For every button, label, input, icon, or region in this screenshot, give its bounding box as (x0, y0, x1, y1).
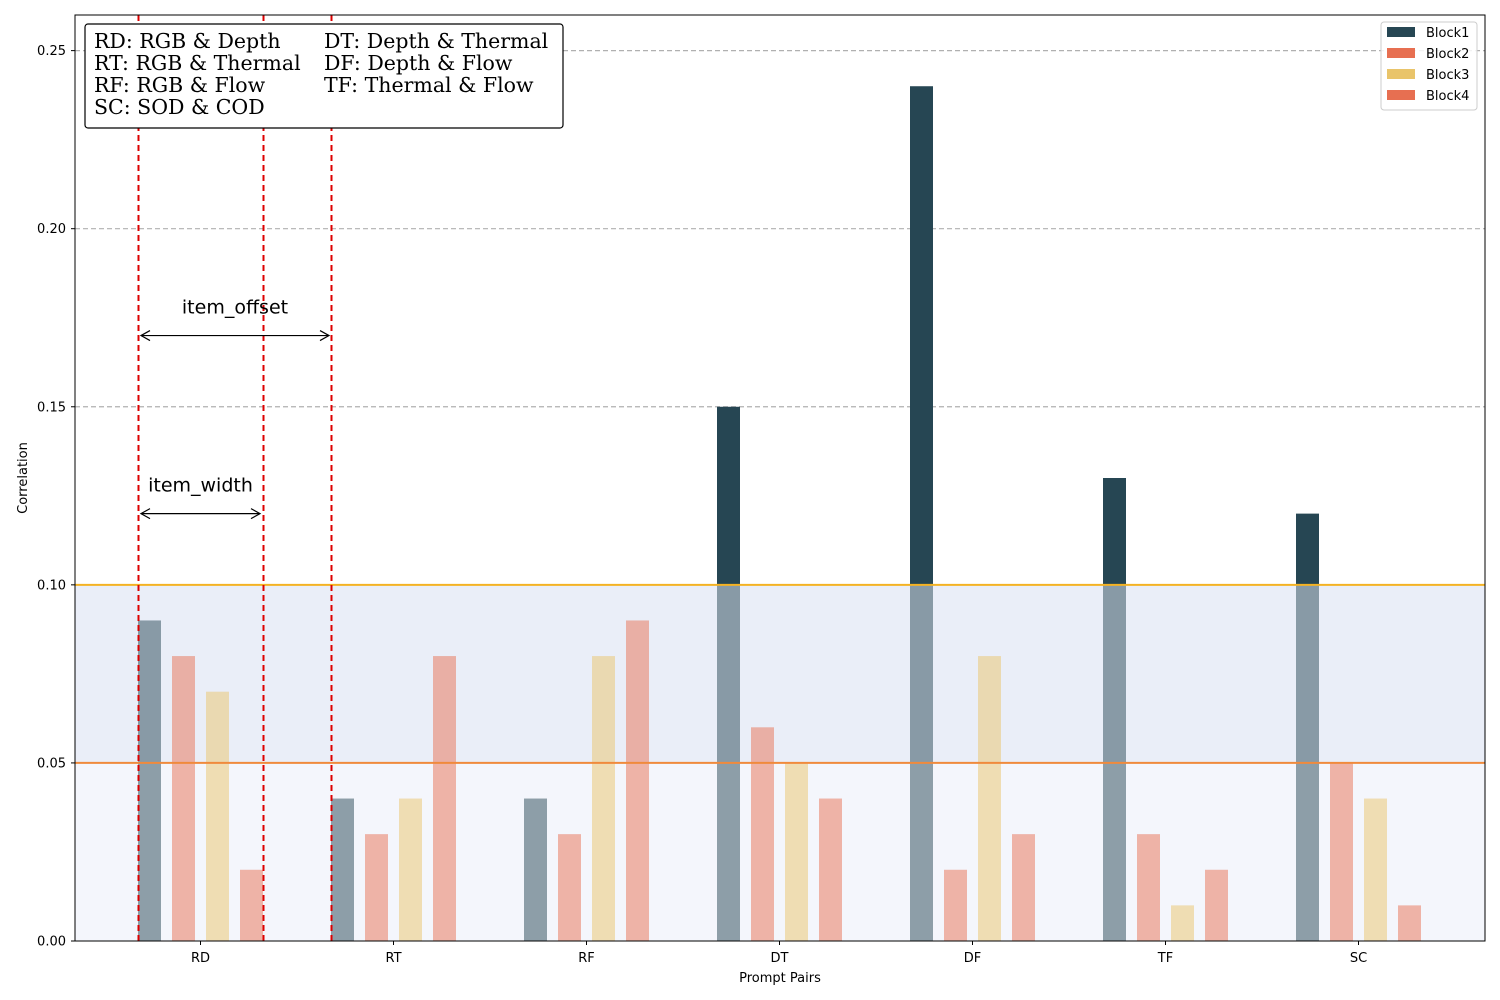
legend-label-block3: Block3 (1426, 68, 1469, 83)
abbreviation-item: TF: Thermal & Flow (324, 73, 534, 97)
legend-swatch-block3 (1387, 69, 1415, 79)
arrow-head-left (139, 508, 151, 520)
x-tick-label: SC (1350, 951, 1367, 966)
bar-block2-df (944, 869, 967, 941)
bar-block3-dt (785, 762, 808, 941)
annotation-label: item_offset (182, 297, 288, 319)
bar-top-block1-dt (717, 406, 740, 585)
annotation-item-width: item_width (139, 475, 262, 520)
x-tick-label: RF (578, 951, 595, 966)
abbreviation-item: DT: Depth & Thermal (324, 29, 548, 53)
annotation-label: item_width (148, 475, 253, 497)
bar-block2-rt (365, 834, 388, 941)
y-tick-label: 0.00 (37, 935, 66, 950)
bar-block1-rt (331, 798, 354, 941)
legend: Block1 Block2 Block3 Block4 (1380, 21, 1478, 111)
arrow-head-right (250, 508, 262, 520)
abbreviation-item: RD: RGB & Depth (94, 29, 281, 53)
arrow-head-left (139, 330, 151, 342)
annotation-item-offset: item_offset (139, 297, 331, 342)
bar-block4-sc (1398, 905, 1421, 941)
bar-block3-rt (399, 798, 422, 941)
bar-block4-rt (433, 656, 456, 941)
bar-block4-dt (819, 798, 842, 941)
abbreviation-item: RF: RGB & Flow (94, 73, 266, 97)
x-axis-label: Prompt Pairs (739, 971, 821, 986)
bar-block2-tf (1137, 834, 1160, 941)
abbreviation-box: RD: RGB & Depth DT: Depth & Thermal RT: RG… (84, 23, 564, 129)
x-tick-label: DT (771, 951, 789, 966)
x-tick-label: DF (964, 951, 982, 966)
y-tick-label: 0.20 (37, 222, 66, 237)
bar-block3-df (978, 656, 1001, 941)
bar-block3-rf (592, 656, 615, 941)
abbreviation-item: SC: SOD & COD (94, 95, 265, 119)
x-axis-ticks: RD RT RF DT DF TF SC (191, 941, 1367, 966)
bar-block2-rf (558, 834, 581, 941)
bar-block1-rd (138, 620, 161, 941)
y-tick-label: 0.05 (37, 756, 66, 771)
y-tick-label: 0.10 (37, 578, 66, 593)
legend-swatch-block4 (1387, 90, 1415, 100)
bar-block1-rf (524, 798, 547, 941)
bar-top-block1-sc (1296, 513, 1319, 585)
legend-label-block1: Block1 (1426, 26, 1469, 41)
x-tick-label: RT (385, 951, 401, 966)
annotations: item_offset item_width (139, 297, 331, 520)
x-tick-label: RD (191, 951, 210, 966)
y-tick-label: 0.15 (37, 400, 66, 415)
legend-label-block2: Block2 (1426, 47, 1469, 62)
bar-block3-rd (206, 691, 229, 941)
abbreviation-item: RT: RGB & Thermal (94, 51, 301, 75)
bar-block2-rd (172, 656, 195, 941)
shaded-band-1 (75, 762, 1485, 941)
abbreviation-box-frame (84, 23, 564, 129)
abbreviation-item: DF: Depth & Flow (324, 51, 513, 75)
legend-swatch-block1 (1387, 27, 1415, 37)
bar-block4-rd (240, 869, 263, 941)
legend-label-block4: Block4 (1426, 89, 1469, 104)
legend-swatch-block2 (1387, 48, 1415, 58)
bar-block3-sc (1364, 798, 1387, 941)
bar-overlays (75, 583, 1485, 764)
bar-block2-sc (1330, 762, 1353, 941)
y-tick-label: 0.25 (37, 44, 66, 59)
bar-block3-tf (1171, 905, 1194, 941)
bar-block4-df (1012, 834, 1035, 941)
y-axis-label: Correlation (16, 442, 31, 514)
legend-frame (1380, 21, 1478, 111)
offset-marker-lines (137, 15, 333, 941)
shaded-bands (75, 584, 1485, 941)
bar-top-block1-df (910, 86, 933, 585)
x-tick-label: TF (1157, 951, 1173, 966)
bar-block4-rf (626, 620, 649, 941)
arrow-head-right (319, 330, 331, 342)
bar-block4-tf (1205, 869, 1228, 941)
y-axis-ticks: 0.00 0.05 0.10 0.15 0.20 0.25 (37, 44, 75, 950)
shaded-band-0 (75, 584, 1485, 763)
bar-top-block1-tf (1103, 478, 1126, 585)
bar-block2-dt (751, 727, 774, 941)
